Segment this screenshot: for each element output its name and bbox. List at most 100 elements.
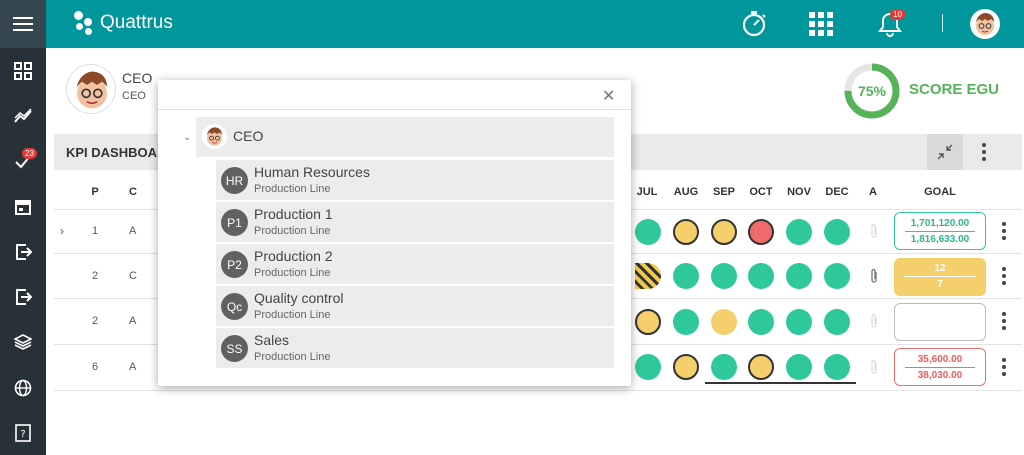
tree-root-item[interactable]: CEO — [196, 117, 614, 157]
sidebar-item-export[interactable] — [0, 282, 46, 312]
node-name: Quality control — [254, 290, 344, 306]
task-count-badge: 23 — [22, 148, 37, 159]
menu-button[interactable] — [0, 0, 46, 48]
tree-node-production-2[interactable]: P2 Production 2 Production Line — [216, 244, 614, 284]
tree-node-sales[interactable]: SS Sales Production Line — [216, 328, 614, 368]
dashboard-more-button[interactable] — [974, 134, 994, 170]
status-dot-aug[interactable] — [673, 309, 699, 335]
sidebar: 23 ? — [0, 0, 46, 455]
status-dot-dec[interactable] — [824, 263, 850, 289]
header-dec: DEC — [825, 186, 849, 198]
status-dot-nov[interactable] — [786, 309, 812, 335]
sidebar-item-tasks[interactable]: 23 — [0, 146, 46, 176]
tree-node-production-1[interactable]: P1 Production 1 Production Line — [216, 202, 614, 242]
status-dot-dec[interactable] — [824, 354, 850, 380]
status-dot-aug[interactable] — [673, 354, 699, 380]
status-dot-sep[interactable] — [711, 219, 737, 245]
status-dot-nov[interactable] — [786, 263, 812, 289]
status-dot-dec[interactable] — [824, 219, 850, 245]
status-dot-oct[interactable] — [748, 263, 774, 289]
sidebar-item-language[interactable] — [0, 373, 46, 403]
expand-row-chevron[interactable]: › — [60, 224, 64, 238]
sidebar-item-dashboard[interactable] — [0, 56, 46, 86]
goal-box[interactable] — [894, 303, 986, 341]
status-dot-sep[interactable] — [711, 354, 737, 380]
status-dot-aug[interactable] — [673, 263, 699, 289]
node-initials: P1 — [221, 209, 248, 236]
header-nov: NOV — [787, 186, 811, 198]
goal-target: 35,600.00 — [917, 354, 963, 365]
row-divider — [54, 390, 1022, 391]
app-logo[interactable]: Quattrus — [72, 10, 173, 36]
node-initials: Qc — [221, 293, 248, 320]
status-dot-nov[interactable] — [786, 354, 812, 380]
status-dot-oct[interactable] — [748, 219, 774, 245]
status-dot-jul[interactable] — [635, 219, 661, 245]
logo-icon — [72, 10, 96, 36]
status-dot-jul[interactable] — [635, 263, 661, 289]
timer-button[interactable] — [740, 10, 768, 38]
node-subtitle: Production Line — [254, 309, 331, 321]
grid-icon — [809, 12, 833, 36]
node-initials: SS — [221, 335, 248, 362]
row-more-button[interactable] — [999, 311, 1009, 331]
chevron-down-icon[interactable]: ⌄ — [183, 132, 192, 143]
avatar-icon — [976, 13, 994, 35]
score-percent: 75% — [857, 83, 887, 99]
attachment-icon[interactable] — [868, 359, 880, 375]
header-sep: SEP — [712, 186, 735, 198]
status-dot-aug[interactable] — [673, 219, 699, 245]
sidebar-item-import[interactable] — [0, 237, 46, 267]
status-dot-sep[interactable] — [711, 263, 737, 289]
dashboard-icon — [14, 62, 32, 80]
tree-root-label: CEO — [233, 128, 264, 144]
status-dot-jul[interactable] — [635, 309, 661, 335]
close-icon[interactable]: ✕ — [602, 88, 616, 105]
help-icon: ? — [15, 424, 31, 442]
hamburger-icon — [13, 17, 33, 31]
avatar — [202, 124, 227, 149]
row-more-button[interactable] — [999, 266, 1009, 286]
sidebar-item-calendar[interactable] — [0, 192, 46, 222]
status-dot-oct[interactable] — [748, 354, 774, 380]
user-avatar[interactable] — [970, 9, 1000, 39]
goal-box[interactable]: 1,701,120.00 1,816,633.00 — [894, 212, 986, 250]
apps-button[interactable] — [807, 10, 835, 38]
goal-box[interactable]: 12 7 — [894, 258, 986, 296]
sidebar-item-help[interactable]: ? — [0, 418, 46, 448]
notifications-button[interactable]: 10 — [876, 9, 905, 38]
goal-box[interactable]: 35,600.00 38,030.00 — [894, 348, 986, 386]
tree-node-quality-control[interactable]: Qc Quality control Production Line — [216, 286, 614, 326]
goal-actual: 7 — [937, 279, 943, 290]
profile-title: CEO — [122, 70, 153, 86]
node-name: Human Resources — [254, 164, 370, 180]
row-c: A — [129, 361, 137, 373]
header-jul: JUL — [636, 186, 658, 198]
status-dot-sep[interactable] — [711, 309, 737, 335]
attachment-icon[interactable] — [868, 223, 880, 239]
status-dot-dec[interactable] — [824, 309, 850, 335]
row-p: 1 — [92, 225, 99, 237]
sidebar-item-trends[interactable] — [0, 101, 46, 131]
node-name: Sales — [254, 332, 290, 348]
underline-marker — [818, 382, 856, 384]
status-dot-oct[interactable] — [748, 309, 774, 335]
attachment-icon[interactable] — [868, 313, 880, 329]
status-dot-jul[interactable] — [635, 354, 661, 380]
dashboard-title: KPI DASHBOA — [66, 145, 158, 160]
goal-target: 1,701,120.00 — [910, 218, 970, 229]
goal-actual: 1,816,633.00 — [910, 234, 970, 245]
attachment-icon[interactable] — [868, 268, 880, 284]
tree-node-human-resources[interactable]: HR Human Resources Production Line — [216, 160, 614, 200]
row-more-button[interactable] — [999, 221, 1009, 241]
check-icon — [15, 155, 31, 169]
collapse-icon — [937, 144, 953, 160]
score-ring — [844, 63, 900, 119]
status-dot-nov[interactable] — [786, 219, 812, 245]
sidebar-item-layers[interactable] — [0, 327, 46, 357]
goal-divider — [905, 231, 975, 232]
row-more-button[interactable] — [999, 357, 1009, 377]
collapse-button[interactable] — [927, 134, 963, 170]
goal-divider — [905, 367, 975, 368]
node-subtitle: Production Line — [254, 351, 331, 363]
